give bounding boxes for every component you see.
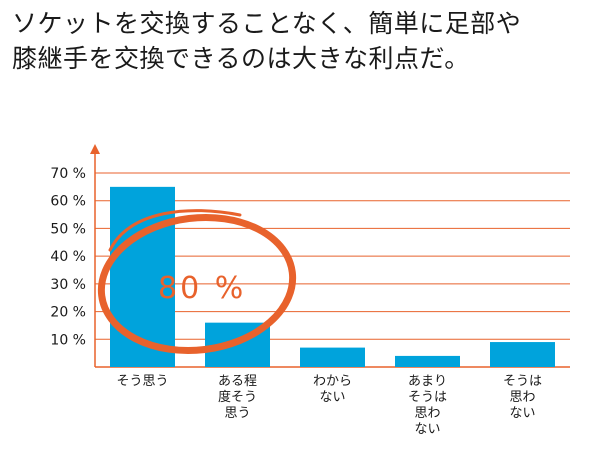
category-label: 思う (224, 406, 250, 421)
category-label: ない (414, 422, 440, 437)
y-axis-arrow (90, 144, 100, 154)
y-tick-label: 60 % (50, 194, 86, 210)
category-label: そうは (503, 374, 542, 389)
annotation-circle-stroke (108, 209, 242, 252)
bar (110, 186, 175, 367)
category-label: ない (319, 390, 345, 405)
category-label: わから (313, 374, 352, 389)
annotation-circle-stroke (148, 303, 287, 351)
bar (300, 347, 365, 367)
annotation-circle (97, 213, 297, 355)
y-tick-label: 70 % (50, 166, 86, 182)
y-tick-label: 10 % (50, 332, 86, 348)
title-line-2: 膝継手を交換できるのは大きな利点だ。 (12, 44, 470, 73)
category-label: ない (509, 406, 535, 421)
bar (490, 342, 555, 367)
annotation-label: 80 % (158, 271, 246, 306)
bar (395, 355, 460, 367)
y-tick-label: 40 % (50, 249, 86, 265)
chart-title: ソケットを交換することなく、簡単に足部や 膝継手を交換できるのは大きな利点だ。 (12, 6, 602, 76)
title-line-1: ソケットを交換することなく、簡単に足部や (12, 9, 522, 38)
category-label: 思わ (414, 406, 440, 421)
category-label: ある程 (218, 374, 257, 389)
y-tick-label: 50 % (50, 221, 86, 237)
y-tick-label: 30 % (50, 277, 86, 293)
category-label: そう思う (116, 374, 168, 389)
category-label: 度そう (218, 389, 257, 405)
category-label: そうは (408, 390, 447, 405)
y-tick-label: 20 % (50, 305, 86, 321)
category-label: あまり (408, 374, 447, 389)
category-label: 思わ (509, 390, 535, 405)
